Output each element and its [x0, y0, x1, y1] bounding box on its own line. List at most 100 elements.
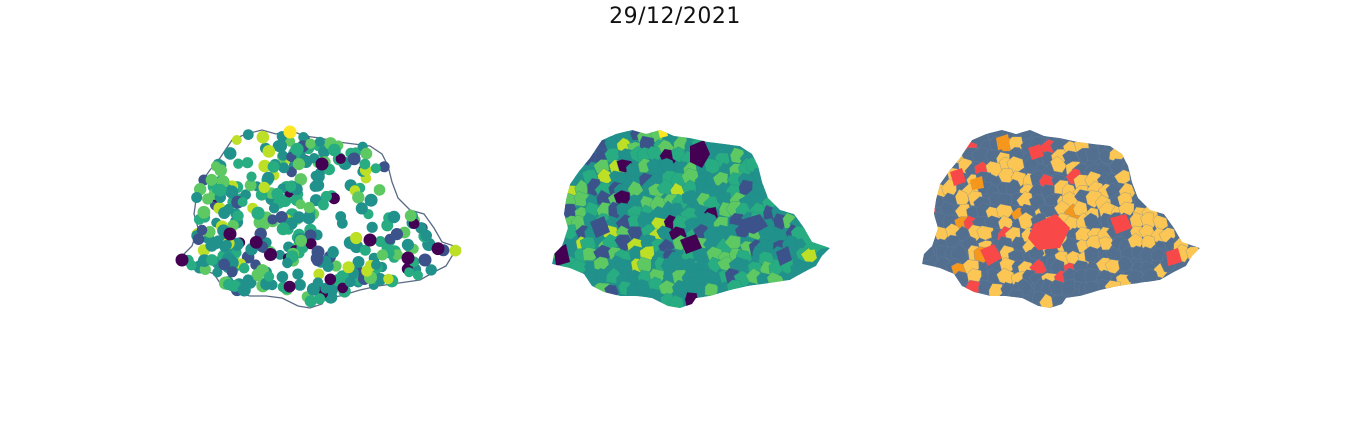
- municipality-marker: [266, 279, 278, 291]
- municipality-marker: [347, 152, 361, 166]
- municipality-marker: [376, 249, 388, 261]
- municipality-region: [1050, 156, 1067, 173]
- municipality-marker: [242, 129, 254, 140]
- municipality-region: [1110, 214, 1132, 234]
- municipality-marker: [309, 181, 321, 192]
- municipality-region: [988, 283, 1004, 300]
- municipality-region: [950, 243, 968, 263]
- municipality-marker: [197, 205, 211, 219]
- municipality-marker: [218, 258, 231, 271]
- municipality-marker: [383, 273, 394, 285]
- municipality-region: [1061, 279, 1076, 297]
- municipality-marker: [267, 160, 280, 173]
- municipality-region: [1118, 255, 1134, 272]
- municipality-marker: [276, 222, 290, 236]
- municipality-marker: [218, 207, 231, 219]
- municipality-marker: [431, 242, 445, 256]
- municipality-region: [1028, 214, 1070, 250]
- municipality-marker: [449, 244, 462, 257]
- municipality-marker: [282, 257, 293, 269]
- municipality-marker: [271, 187, 284, 201]
- map-panel-points: [170, 110, 470, 320]
- municipality-region: [681, 190, 698, 206]
- municipality-marker: [192, 233, 205, 245]
- municipality-marker: [237, 283, 251, 297]
- municipality-marker: [303, 201, 315, 214]
- marker-layer: [175, 125, 462, 308]
- municipality-region: [922, 198, 936, 216]
- municipality-region: [738, 179, 753, 195]
- municipality-marker: [258, 181, 270, 194]
- municipality-region: [637, 158, 652, 173]
- municipality-marker: [344, 276, 356, 288]
- municipality-marker: [304, 229, 317, 242]
- choropleth-map: [552, 130, 830, 308]
- municipality-marker: [374, 273, 387, 286]
- municipality-marker: [306, 282, 320, 296]
- municipality-region: [684, 292, 699, 308]
- municipality-marker: [361, 265, 373, 277]
- municipality-marker: [277, 150, 289, 161]
- municipality-marker: [330, 260, 342, 272]
- municipality-marker: [223, 147, 237, 160]
- municipality-marker: [258, 159, 271, 173]
- municipality-marker: [305, 138, 316, 149]
- map-panel-category: [910, 110, 1210, 320]
- municipality-region: [1150, 247, 1166, 262]
- municipality-layer: [922, 130, 1200, 308]
- municipality-marker: [264, 248, 277, 261]
- municipality-marker: [242, 274, 254, 286]
- municipality-marker: [275, 211, 288, 224]
- municipality-marker: [425, 264, 437, 276]
- municipality-marker: [324, 273, 337, 286]
- municipality-marker: [360, 147, 373, 160]
- municipality-marker: [327, 246, 339, 259]
- municipality-marker: [342, 261, 355, 274]
- municipality-region: [776, 246, 792, 266]
- municipality-marker: [231, 135, 242, 145]
- municipality-marker: [337, 282, 348, 294]
- municipality-marker: [381, 219, 394, 232]
- municipality-marker: [366, 221, 378, 233]
- municipality-marker: [267, 214, 278, 225]
- municipality-region: [752, 167, 769, 184]
- municipality-marker: [196, 224, 208, 236]
- point-map: [175, 125, 462, 309]
- municipality-marker: [205, 173, 218, 186]
- municipality-marker: [241, 157, 254, 169]
- municipality-marker: [226, 266, 238, 278]
- municipality-marker: [304, 295, 317, 308]
- municipality-region: [976, 225, 994, 241]
- municipality-marker: [191, 192, 203, 203]
- municipality-marker: [210, 237, 222, 250]
- municipality-region: [1008, 288, 1024, 306]
- municipality-marker: [318, 146, 330, 158]
- municipality-region: [740, 214, 768, 234]
- municipality-region: [1028, 144, 1044, 160]
- municipality-marker: [262, 145, 276, 158]
- municipality-marker: [275, 249, 285, 260]
- municipality-marker: [371, 259, 382, 270]
- municipality-marker: [387, 210, 401, 224]
- municipality-marker: [352, 256, 365, 268]
- municipality-marker: [246, 171, 257, 182]
- municipality-marker: [221, 239, 232, 251]
- municipality-marker: [285, 180, 297, 192]
- municipality-marker: [278, 162, 290, 174]
- municipality-marker: [290, 142, 304, 156]
- municipality-marker: [298, 132, 309, 143]
- municipality-marker: [401, 238, 414, 251]
- municipality-region: [965, 279, 980, 298]
- municipality-marker: [311, 245, 325, 259]
- municipality-marker: [315, 157, 329, 171]
- municipality-marker: [214, 183, 227, 197]
- category-map: [922, 130, 1200, 308]
- municipality-marker: [392, 249, 403, 261]
- municipality-marker: [317, 199, 329, 211]
- municipality-marker: [283, 280, 296, 293]
- municipality-marker: [276, 271, 289, 283]
- municipality-marker: [283, 125, 297, 139]
- municipality-marker: [295, 234, 307, 247]
- municipality-marker: [232, 210, 244, 222]
- municipality-region: [615, 258, 632, 275]
